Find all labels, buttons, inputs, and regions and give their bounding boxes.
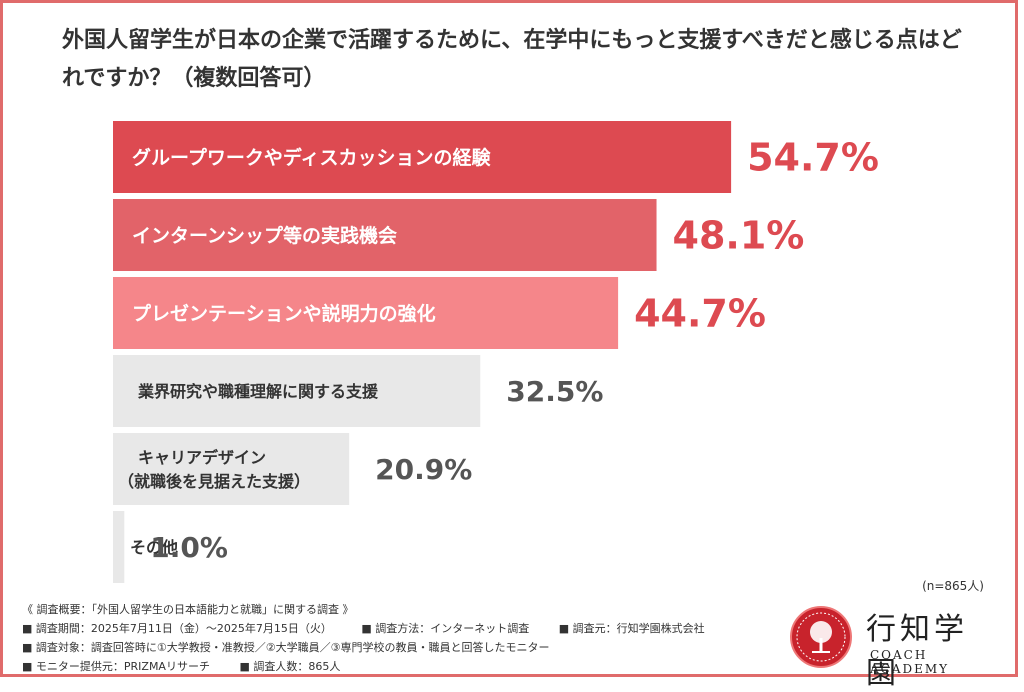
survey-row-1: ■ 調査期間：2025年7月11日（金）〜2025年7月15日（火） ■ 調査方… bbox=[22, 619, 731, 638]
survey-provider: ■ モニター提供元：PRIZMAリサーチ bbox=[22, 660, 210, 673]
category-label-5-2: （就職後を見据えた支援） bbox=[118, 472, 310, 491]
category-label-1: グループワークやディスカッションの経験 bbox=[132, 146, 492, 169]
bar-chart: グループワークやディスカッションの経験 54.7% インターンシップ等の実践機会 48… bbox=[113, 121, 879, 583]
bar-3 bbox=[113, 277, 619, 349]
bar-4 bbox=[113, 355, 481, 427]
chart-title: 外国人留学生が日本の企業で活躍するために、在学中にもっと支援すべきだと感じる点は… bbox=[62, 28, 962, 91]
bar-1 bbox=[113, 121, 732, 193]
bar-2 bbox=[113, 199, 657, 271]
category-label-4: 業界研究や職種理解に関する支援 bbox=[137, 382, 379, 401]
category-label-6: その他 bbox=[130, 538, 178, 557]
survey-count: ■ 調査人数：865人 bbox=[239, 660, 341, 673]
survey-target: ■ 調査対象：調査回答時に①大学教授・准教授／②大学職員／③専門学校の教員・職員… bbox=[22, 641, 550, 654]
value-label-3: 44.7% bbox=[634, 292, 766, 336]
survey-row-3: ■ モニター提供元：PRIZMAリサーチ ■ 調査人数：865人 bbox=[22, 657, 731, 676]
survey-footer: 《 調査概要：「外国人留学生の日本語能力と就職」に関する調査 》 ■ 調査期間：… bbox=[22, 600, 731, 676]
value-label-2: 48.1% bbox=[673, 214, 805, 258]
bar-5 bbox=[113, 433, 350, 505]
category-label-3: プレゼンテーションや説明力の強化 bbox=[132, 302, 436, 325]
value-label-6: 1.0% bbox=[150, 531, 228, 564]
category-label-2: インターンシップ等の実践機会 bbox=[132, 224, 397, 247]
chart-frame bbox=[0, 0, 1018, 677]
value-label-5: 20.9% bbox=[375, 453, 472, 486]
tree-seal-icon bbox=[790, 606, 852, 668]
logo-sub: COACH ACADEMY bbox=[870, 648, 950, 676]
survey-summary: 《 調査概要：「外国人留学生の日本語能力と就職」に関する調査 》 bbox=[22, 603, 354, 616]
value-label-4: 32.5% bbox=[506, 375, 603, 408]
category-label-5-1: キャリアデザイン bbox=[138, 448, 266, 467]
survey-org: ■ 調査元：行知学園株式会社 bbox=[558, 622, 705, 635]
survey-method: ■ 調査方法：インターネット調査 bbox=[361, 622, 530, 635]
sample-size-note: (n=865人) bbox=[922, 579, 984, 593]
bar-6 bbox=[113, 511, 125, 583]
survey-period: ■ 調査期間：2025年7月11日（金）〜2025年7月15日（火） bbox=[22, 622, 332, 635]
value-label-1: 54.7% bbox=[747, 136, 879, 180]
company-logo: 行知学園 COACH ACADEMY bbox=[790, 604, 1000, 691]
